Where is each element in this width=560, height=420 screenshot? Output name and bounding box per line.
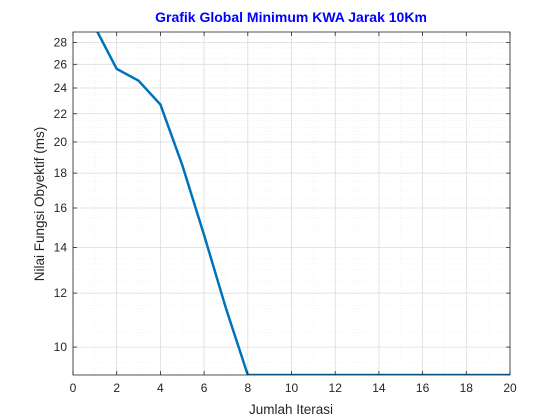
y-tick-labels: 10 12 14 16 18 20 22 24 26 28 (54, 35, 68, 354)
y-tick-label: 24 (54, 81, 68, 95)
x-tick-label: 16 (416, 381, 430, 395)
y-tick-label: 18 (54, 166, 68, 180)
chart-title: Grafik Global Minimum KWA Jarak 10Km (155, 9, 427, 25)
x-tick-labels: 0 2 4 6 8 10 12 14 16 18 20 (70, 381, 517, 395)
x-tick-label: 18 (460, 381, 474, 395)
x-tick-label: 10 (285, 381, 299, 395)
x-tick-label: 6 (201, 381, 208, 395)
x-axis-label: Jumlah Iterasi (249, 402, 333, 417)
y-tick-label: 28 (54, 35, 68, 49)
x-tick-label: 8 (244, 381, 251, 395)
y-tick-label: 26 (54, 57, 68, 71)
y-tick-label: 12 (54, 286, 68, 300)
y-tick-label: 14 (54, 241, 68, 255)
grid (72, 32, 511, 375)
x-tick-label: 4 (157, 381, 164, 395)
y-tick-label: 10 (54, 340, 68, 354)
x-tick-label: 2 (113, 381, 120, 395)
x-tick-label: 14 (372, 381, 386, 395)
series-layer (96, 32, 510, 375)
y-tick-label: 20 (54, 135, 68, 149)
tick-marks (72, 32, 511, 375)
y-tick-label: 16 (54, 201, 68, 215)
series-line (96, 32, 510, 375)
y-axis-label: Nilai Fungsi Obyektif (ms) (32, 127, 47, 282)
x-tick-label: 20 (503, 381, 517, 395)
y-tick-label: 22 (54, 107, 68, 121)
x-tick-label: 0 (70, 381, 77, 395)
x-tick-label: 12 (329, 381, 343, 395)
